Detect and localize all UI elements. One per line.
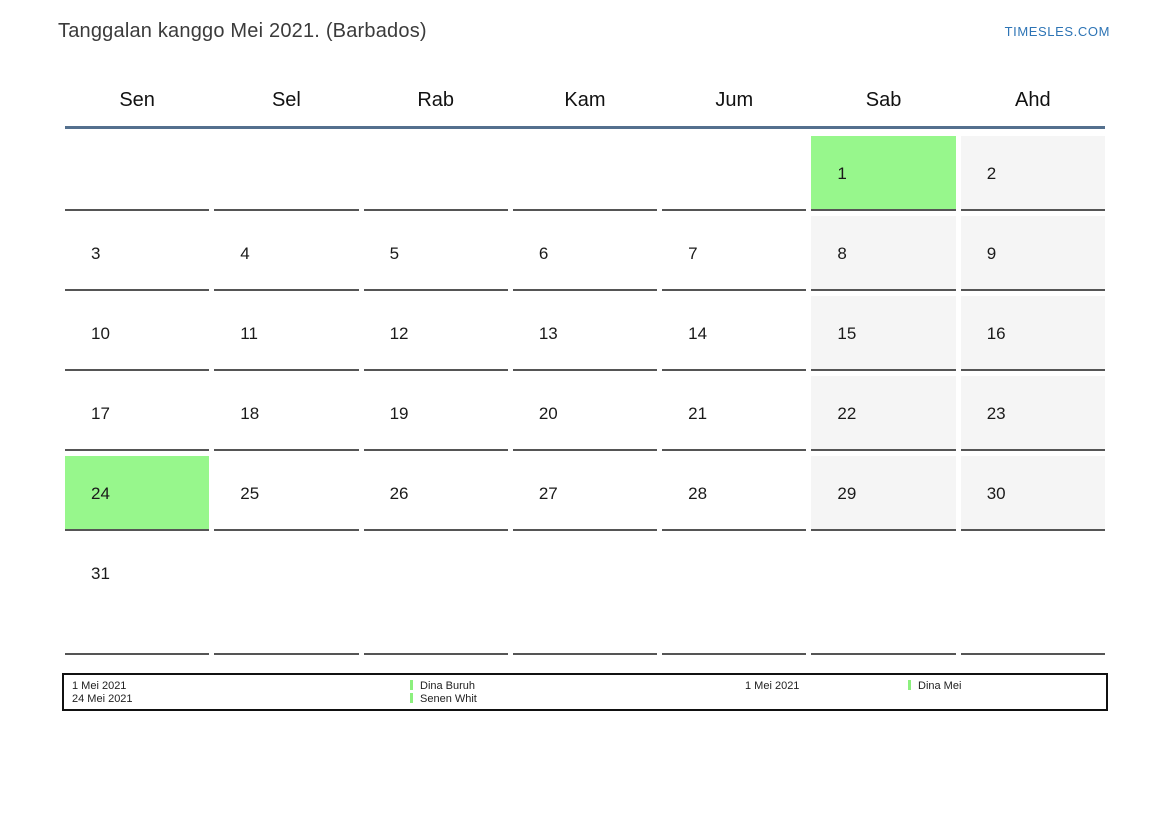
day-header-row: Sen Sel Rab Kam Jum Sab Ahd (65, 78, 1105, 123)
day-cell-4: 4 (214, 216, 359, 291)
calendar-week-row: 10 11 12 13 14 15 16 (65, 296, 1105, 371)
day-cell-1: 1 (811, 136, 956, 211)
day-cell-29: 29 (811, 456, 956, 531)
day-cell-empty (214, 536, 359, 655)
day-cell-27: 27 (512, 456, 658, 531)
day-cell-24: 24 (65, 456, 210, 531)
day-header-sab: Sab (865, 89, 902, 111)
legend-item: Dina Buruh (410, 680, 477, 693)
site-link[interactable]: TIMESLES.COM (1004, 24, 1110, 39)
day-cell-empty (512, 536, 658, 655)
header-rule (65, 126, 1105, 129)
day-cell-2: 2 (960, 136, 1105, 211)
day-header-jum: Jum (715, 89, 754, 111)
day-cell-30: 30 (960, 456, 1105, 531)
day-cell-28: 28 (662, 456, 807, 531)
day-cell-31: 31 (65, 536, 210, 655)
day-cell-18: 18 (214, 376, 359, 451)
day-cell-22: 22 (811, 376, 956, 451)
day-cell-11: 11 (214, 296, 359, 371)
day-cell-13: 13 (512, 296, 658, 371)
legend-color-bar-icon (410, 680, 413, 690)
calendar-grid: 1 2 3 4 5 6 7 8 9 10 11 12 13 14 15 16 17 18 19 20 21 22 23 24 2… (65, 136, 1105, 655)
legend-labels-group-1: Dina Buruh Senen Whit (410, 680, 477, 706)
day-header-sel: Sel (271, 89, 301, 111)
legend-color-bar-icon (908, 680, 911, 690)
day-cell-12: 12 (363, 296, 508, 371)
day-header-rab: Rab (417, 89, 455, 111)
day-cell-19: 19 (363, 376, 508, 451)
legend-color-bar-icon (410, 693, 413, 703)
day-cell-23: 23 (960, 376, 1105, 451)
day-cell-15: 15 (811, 296, 956, 371)
day-cell-17: 17 (65, 376, 210, 451)
calendar-week-row: 31 (65, 536, 1105, 655)
day-cell-empty (662, 136, 807, 211)
day-cell-9: 9 (960, 216, 1105, 291)
calendar: Sen Sel Rab Kam Jum Sab Ahd 1 2 3 4 5 6 7 8 9 10 11 12 13 1… (65, 78, 1105, 655)
day-cell-empty (662, 536, 807, 655)
day-cell-empty (960, 536, 1105, 655)
legend-dates-group-1: 1 Mei 2021 24 Mei 2021 (72, 680, 133, 706)
day-cell-empty (512, 136, 658, 211)
legend-dates-group-2: 1 Mei 2021 (745, 680, 799, 693)
legend-item: Senen Whit (410, 693, 477, 706)
day-cell-6: 6 (512, 216, 658, 291)
day-cell-16: 16 (960, 296, 1105, 371)
page-title: Tanggalan kanggo Mei 2021. (Barbados) (58, 20, 427, 42)
day-cell-25: 25 (214, 456, 359, 531)
day-cell-7: 7 (662, 216, 807, 291)
calendar-week-row: 24 25 26 27 28 29 30 (65, 456, 1105, 531)
legend-date: 1 Mei 2021 (72, 680, 127, 692)
day-cell-empty (65, 136, 210, 211)
day-header-kam: Kam (564, 89, 606, 111)
day-cell-empty (214, 136, 359, 211)
day-cell-empty (363, 536, 508, 655)
day-cell-empty (811, 536, 956, 655)
day-cell-8: 8 (811, 216, 956, 291)
day-header-sen: Sen (119, 89, 155, 111)
day-header-ahd: Ahd (1015, 89, 1051, 111)
legend-date: 24 Mei 2021 (72, 693, 133, 705)
day-cell-26: 26 (363, 456, 508, 531)
legend-label: Senen Whit (420, 693, 477, 705)
legend-labels-group-2: Dina Mei (908, 680, 961, 693)
day-cell-empty (363, 136, 508, 211)
day-cell-10: 10 (65, 296, 210, 371)
legend-label: Dina Buruh (420, 680, 476, 692)
day-cell-20: 20 (512, 376, 658, 451)
day-cell-14: 14 (662, 296, 807, 371)
day-cell-5: 5 (363, 216, 508, 291)
day-cell-21: 21 (662, 376, 807, 451)
legend-date: 1 Mei 2021 (745, 680, 800, 692)
legend-label: Dina Mei (918, 680, 962, 692)
calendar-week-row: 17 18 19 20 21 22 23 (65, 376, 1105, 451)
legend-box: 1 Mei 2021 24 Mei 2021 Dina Buruh Senen … (62, 673, 1108, 711)
day-cell-3: 3 (65, 216, 210, 291)
legend-item: Dina Mei (908, 680, 961, 693)
